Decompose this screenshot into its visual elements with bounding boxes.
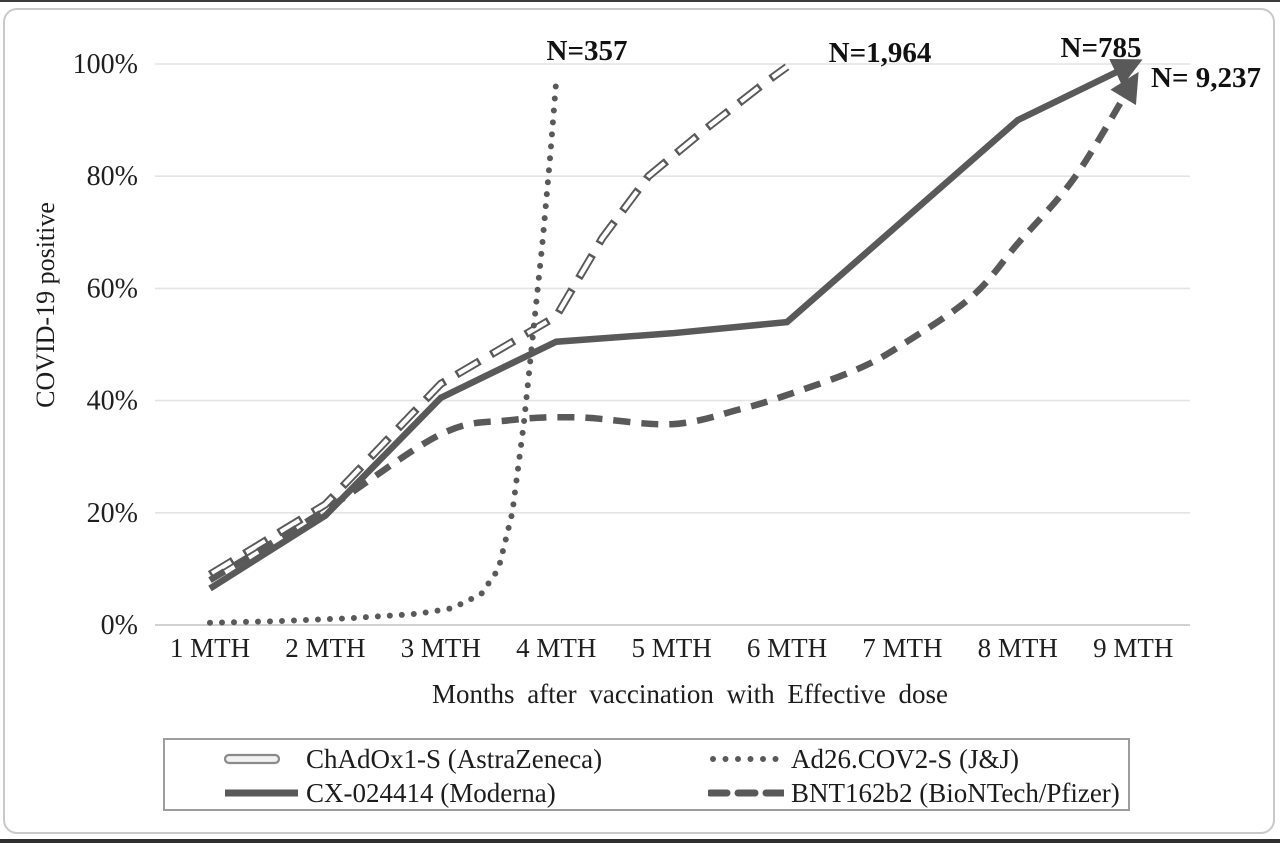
series-line-dotted [207, 77, 560, 626]
y-tick-label: 40% [87, 386, 138, 417]
series-line-hollow-longdash [208, 65, 789, 577]
data-series-lines [207, 59, 1143, 626]
series-line-hollow-longdash [207, 63, 790, 578]
x-tick-label: 2 MTH [285, 633, 365, 663]
dotted-line-swatch-icon [710, 756, 784, 762]
legend-item-astrazeneca: ChAdOx1-S (AstraZeneca) [223, 744, 602, 774]
legend-label-moderna: CX-024414 (Moderna) [306, 778, 556, 808]
n-count-annotation: N=357 [547, 35, 628, 67]
legend-label-pfizer: BNT162b2 (BioNTech/Pfizer) [791, 778, 1120, 808]
x-tick-label: 1 MTH [170, 633, 250, 663]
x-tick-label: 5 MTH [631, 633, 711, 663]
legend-item-jnj: Ad26.COV2-S (J&J) [708, 744, 1019, 774]
y-tick-label: 100% [73, 49, 138, 80]
x-tick-label: 3 MTH [401, 633, 481, 663]
series-line-dashed [208, 71, 1139, 583]
legend-item-pfizer: BNT162b2 (BioNTech/Pfizer) [708, 778, 1120, 808]
chart-legend: ChAdOx1-S (AstraZeneca) CX-024414 (Moder… [163, 738, 1130, 811]
figure-frame [3, 8, 1275, 834]
solid-line-swatch-icon [225, 789, 298, 797]
gridlines [155, 63, 1190, 626]
screenshot-bottom-edge [0, 839, 1280, 843]
series-line-solid [208, 59, 1143, 592]
x-tick-label: 6 MTH [747, 633, 827, 663]
screenshot-top-edge [0, 0, 1280, 2]
hollow-longdash-swatch-icon [223, 753, 281, 765]
x-tick-label: 7 MTH [862, 633, 942, 663]
n-count-annotation: N=785 [1061, 32, 1142, 64]
n-count-annotation: N=1,964 [829, 37, 932, 69]
y-tick-label: 20% [87, 498, 138, 529]
legend-label-astrazeneca: ChAdOx1-S (AstraZeneca) [306, 744, 603, 774]
legend-label-jnj: Ad26.COV2-S (J&J) [791, 744, 1020, 774]
y-tick-label: 80% [87, 161, 138, 192]
x-tick-label: 9 MTH [1093, 633, 1173, 663]
y-axis-title: COVID-19 positive [31, 202, 60, 408]
y-axis-tick-labels: 0% 20% 40% 60% 80% 100% [73, 49, 138, 641]
x-tick-label: 8 MTH [978, 633, 1058, 663]
y-tick-label: 60% [87, 273, 138, 304]
x-tick-label: 4 MTH [516, 633, 596, 663]
n-count-annotation: N= 9,237 [1151, 62, 1261, 94]
n-count-annotations: N=357 N=1,964 N=785 N= 9,237 [547, 32, 1261, 94]
y-tick-label: 0% [101, 610, 138, 641]
x-axis-tick-labels: 1 MTH 2 MTH 3 MTH 4 MTH 5 MTH 6 MTH 7 MTH 8 MTH… [170, 633, 1173, 663]
legend-item-moderna: CX-024414 (Moderna) [223, 778, 556, 808]
dashed-line-swatch-icon [708, 789, 784, 797]
x-axis-title: Months after vaccination with Effective … [432, 679, 948, 709]
